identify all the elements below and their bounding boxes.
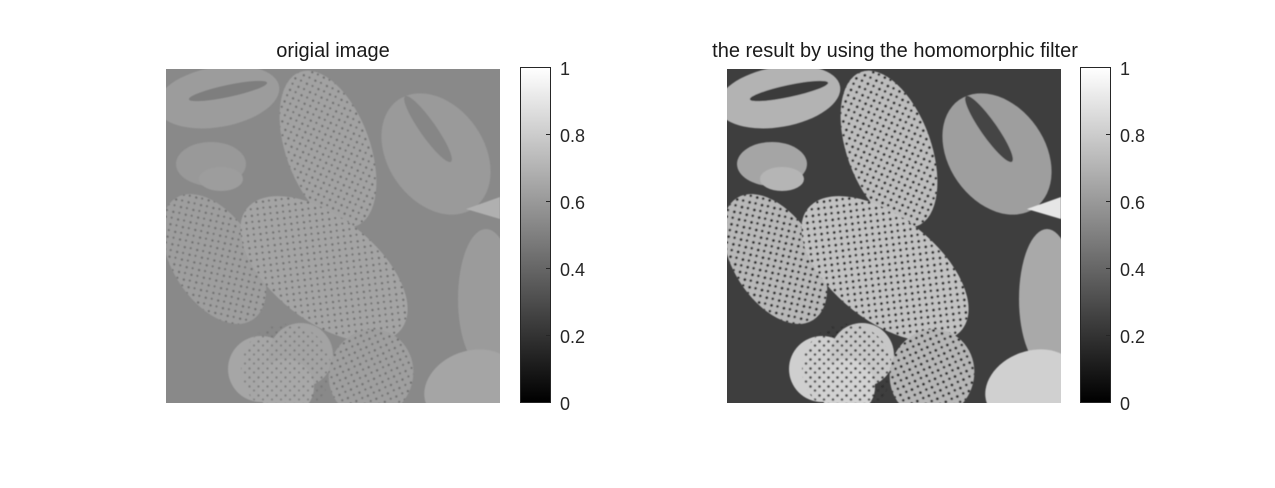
colorbar-tick-label: 0.8 <box>1120 126 1146 146</box>
colorbar-tick <box>546 67 551 68</box>
filtered-image <box>727 69 1061 403</box>
colorbar-tick-label: 0.4 <box>560 260 586 280</box>
colorbar-tick-label: 0.2 <box>1120 327 1146 347</box>
panel-original: origial image <box>0 0 637 488</box>
colorbar-tick <box>546 402 551 403</box>
colorbar-tick-label: 0.8 <box>560 126 586 146</box>
colorbar-tick <box>1106 268 1111 269</box>
original-image-art <box>166 69 500 403</box>
colorbar-filtered: 1 0.8 0.6 0.4 0.2 0 <box>1080 60 1145 413</box>
colorbar-tick-label: 0.6 <box>560 193 586 213</box>
colorbar-tick-label: 1 <box>1120 59 1131 79</box>
panel-title-filtered: the result by using the homomorphic filt… <box>712 40 1078 62</box>
colorbar-tick-label: 0.2 <box>560 327 586 347</box>
colorbar-tick <box>546 134 551 135</box>
colorbar-tick <box>546 335 551 336</box>
colorbar-tick <box>1106 201 1111 202</box>
panel-title-original: origial image <box>276 40 390 62</box>
colorbar-tick <box>1106 67 1111 68</box>
colorbar-tick <box>546 268 551 269</box>
colorbar-tick <box>546 201 551 202</box>
colorbar-tick-label: 0 <box>1120 394 1131 414</box>
colorbar-tick-label: 0.6 <box>1120 193 1146 213</box>
colorbar-tick <box>1106 335 1111 336</box>
colorbar-original: 1 0.8 0.6 0.4 0.2 0 <box>520 60 585 413</box>
colorbar-tick <box>1106 134 1111 135</box>
colorbar-tick-label: 0.4 <box>1120 260 1146 280</box>
colorbar-tick-label: 1 <box>560 59 571 79</box>
panel-filtered: the result by using the homomorphic filt… <box>637 0 1275 488</box>
colorbar-tick <box>1106 402 1111 403</box>
original-image <box>166 69 500 403</box>
colorbar-tick-label: 0 <box>560 394 571 414</box>
filtered-image-art <box>727 69 1061 403</box>
